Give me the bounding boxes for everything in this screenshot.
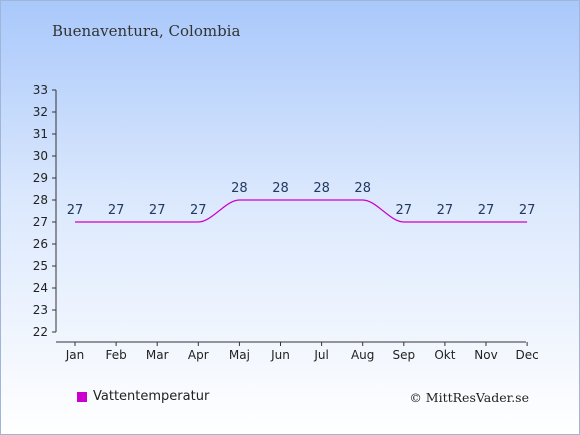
y-tick-label: 32 [33, 105, 48, 119]
x-tick-label: Nov [474, 348, 497, 362]
x-tick-label: Jul [313, 348, 328, 362]
data-label: 28 [313, 181, 330, 196]
copyright-text: © MittResVader.se [409, 390, 529, 405]
x-tick-label: Feb [105, 348, 126, 362]
data-label: 27 [478, 203, 495, 218]
x-tick-label: Sep [392, 348, 415, 362]
data-label: 27 [519, 203, 536, 218]
y-tick-label: 25 [33, 259, 48, 273]
y-tick-label: 22 [33, 325, 48, 339]
data-label: 27 [190, 203, 207, 218]
legend: Vattentemperatur [77, 389, 209, 404]
page-title: Buenaventura, Colombia [52, 22, 241, 40]
y-tick-label: 28 [33, 193, 48, 207]
x-tick-label: Apr [188, 348, 209, 362]
data-label: 27 [149, 203, 166, 218]
x-tick-label: Dec [515, 348, 538, 362]
data-label: 28 [231, 181, 248, 196]
data-label: 27 [437, 203, 454, 218]
data-label: 28 [354, 181, 371, 196]
legend-label: Vattentemperatur [93, 389, 210, 404]
y-tick-label: 31 [33, 127, 48, 141]
data-label: 27 [67, 203, 84, 218]
y-tick-label: 29 [33, 171, 48, 185]
x-tick-label: Maj [229, 348, 250, 362]
y-tick-label: 24 [33, 281, 48, 295]
data-label: 28 [272, 181, 289, 196]
y-tick-label: 27 [33, 215, 48, 229]
x-tick-label: Okt [434, 348, 455, 362]
data-label: 27 [396, 203, 413, 218]
legend-swatch [77, 391, 87, 402]
x-tick-label: Aug [351, 348, 374, 362]
data-label: 27 [108, 203, 125, 218]
y-tick-label: 23 [33, 303, 48, 317]
x-tick-label: Jan [65, 348, 85, 362]
y-tick-label: 33 [33, 83, 48, 97]
series-line-vattentemperatur [75, 199, 528, 223]
x-tick-label: Jun [270, 348, 290, 362]
y-tick-label: 26 [33, 237, 48, 251]
x-tick-label: Mar [146, 348, 169, 362]
y-tick-label: 30 [33, 149, 48, 163]
